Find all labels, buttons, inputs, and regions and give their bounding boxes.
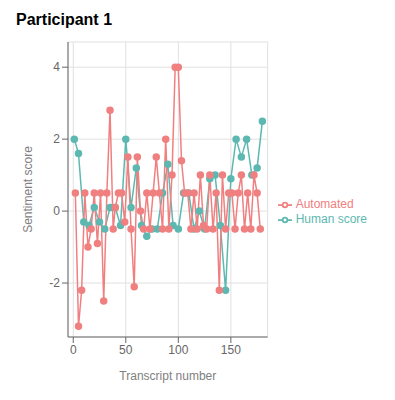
svg-text:50: 50 bbox=[119, 343, 133, 357]
html-text:Automated: Automated bbox=[295, 197, 354, 212]
svg-text:4: 4 bbox=[53, 60, 60, 74]
svg-text:Transcript number: Transcript number bbox=[119, 369, 216, 383]
svg-text:0: 0 bbox=[53, 204, 60, 218]
svg-text:Sentiment score: Sentiment score bbox=[21, 146, 35, 233]
html-text:Human score: Human score bbox=[295, 212, 367, 226]
svg-text:2: 2 bbox=[53, 132, 60, 146]
svg-text:100: 100 bbox=[168, 343, 188, 357]
svg-text:-2: -2 bbox=[49, 276, 60, 290]
html-text:Participant 1: Participant 1 bbox=[16, 11, 112, 28]
svg-text:0: 0 bbox=[70, 343, 77, 357]
svg-text:150: 150 bbox=[221, 343, 241, 357]
